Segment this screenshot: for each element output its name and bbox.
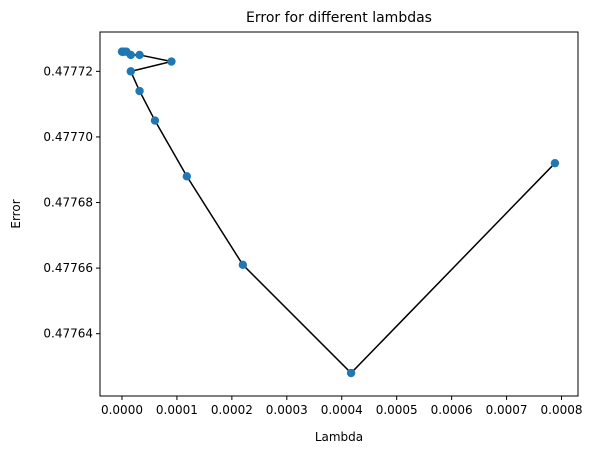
plot-points xyxy=(117,47,560,378)
y-tick-label: 0.47764 xyxy=(43,327,93,341)
data-point xyxy=(150,116,160,125)
data-point xyxy=(346,368,356,378)
data-point xyxy=(126,50,135,60)
x-tick-label: 0.0008 xyxy=(541,403,583,417)
x-tick-label: 0.0002 xyxy=(211,403,253,417)
chart-title: Error for different lambdas xyxy=(246,10,432,26)
x-tick-label: 0.0006 xyxy=(431,403,473,417)
x-axis: 0.0000 0.0001 0.0002 0.0003 0.0004 0.0005 0.00… xyxy=(101,396,583,417)
y-tick-label: 0.47770 xyxy=(43,130,93,144)
data-point xyxy=(126,67,135,76)
y-axis: 0.47764 0.47766 0.47768 0.47770 0.47772 xyxy=(43,64,100,341)
x-axis-label: Lambda xyxy=(315,430,363,444)
x-tick-label: 0.0000 xyxy=(101,403,143,417)
x-tick-label: 0.0004 xyxy=(321,403,363,417)
plot-frame xyxy=(99,31,579,397)
y-tick-label: 0.47766 xyxy=(43,261,93,275)
x-tick-label: 0.0007 xyxy=(486,403,528,417)
x-tick-label: 0.0005 xyxy=(376,403,418,417)
data-point xyxy=(167,57,176,66)
data-point xyxy=(238,260,248,270)
x-tick-label: 0.0003 xyxy=(266,403,308,417)
data-point xyxy=(135,86,144,96)
x-tick-label: 0.0001 xyxy=(156,403,198,417)
y-tick-label: 0.47768 xyxy=(43,196,93,210)
data-point xyxy=(135,50,144,60)
y-axis-label: Error xyxy=(9,199,23,228)
data-point xyxy=(182,172,192,181)
data-point xyxy=(550,158,560,168)
y-tick-label: 0.47772 xyxy=(43,64,93,78)
